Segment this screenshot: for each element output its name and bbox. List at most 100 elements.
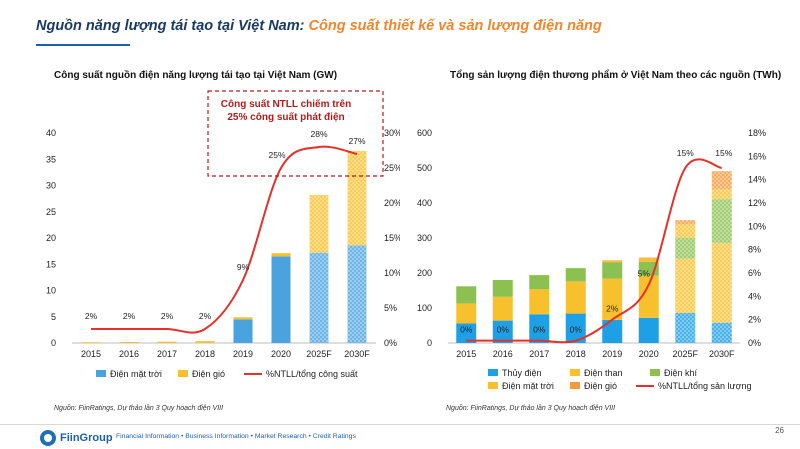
bar-điện-khí [565, 268, 586, 282]
bar-điện-than [675, 258, 696, 313]
bar-điện-gió [233, 317, 253, 320]
bar-điện-khí [602, 262, 623, 279]
y-axis-tick-label: 40 [46, 128, 56, 138]
x-axis-tick-label: 2017 [529, 349, 549, 359]
bar-điện-gió [638, 257, 659, 259]
legend-label-coal: Điện than [584, 368, 623, 378]
bar-điện-khí [711, 199, 732, 243]
x-axis-tick-label: 2018 [195, 349, 215, 359]
legend-label-ratio: %NTLL/tổng sản lượng [658, 381, 751, 391]
bar-thủy-điện [675, 312, 696, 343]
annotation-text: Công suất NTLL chiếm trên 25% công suất p… [221, 98, 351, 123]
bar-điện-gió [195, 341, 215, 343]
bar-thủy-điện [602, 319, 623, 343]
ratio-data-label: 0% [533, 325, 546, 335]
y-axis-tick-label: 25 [46, 207, 56, 217]
y-axis-tick-label: 0 [427, 338, 432, 348]
logo-text: FiinGroup [60, 432, 113, 444]
bar-điện-than [529, 289, 550, 315]
y2-axis-tick-label: 16% [748, 151, 766, 161]
bar-điện-gió [157, 341, 177, 343]
bar-điện-gió [119, 341, 139, 343]
right-source-note: Nguồn: FiinRatings, Dự thảo lần 3 Quy ho… [446, 405, 616, 412]
ratio-data-label: 2% [85, 311, 98, 321]
bar-điện-khí [529, 275, 550, 290]
legend-swatch-solar [488, 382, 498, 389]
y2-axis-tick-label: 2% [748, 315, 761, 325]
bar-điện-gió [347, 150, 367, 246]
y2-axis-tick-label: 6% [748, 268, 761, 278]
y2-axis-tick-label: 25% [384, 163, 400, 173]
bar-điện-than [492, 296, 513, 321]
y-axis-tick-label: 20 [46, 233, 56, 243]
y-axis-tick-label: 400 [417, 198, 432, 208]
bar-điện-than [711, 242, 732, 323]
legend-label-ratio: %NTLL/tổng công suất [266, 369, 358, 379]
bar-điện-khí [492, 280, 513, 297]
x-axis-tick-label: 2025F [306, 349, 332, 359]
legend-swatch-gas [650, 369, 660, 376]
legend-swatch-solar [96, 370, 106, 377]
y-axis-tick-label: 35 [46, 154, 56, 164]
x-axis-tick-label: 2019 [602, 349, 622, 359]
ratio-data-label: 0% [570, 325, 583, 335]
bar-điện-mặt-trời [309, 252, 329, 343]
ratio-data-label: 0% [497, 325, 510, 335]
x-axis-tick-label: 2020 [639, 349, 659, 359]
bar-điện-khí [675, 237, 696, 259]
x-axis-tick-label: 2015 [81, 349, 101, 359]
bar-điện-mặt-trời [233, 319, 253, 343]
bar-điện-mặt-trời [271, 256, 291, 343]
bar-điện-than [638, 275, 659, 318]
ratio-data-label: 15% [715, 148, 732, 158]
bar-điện-gió [711, 171, 732, 190]
y2-axis-tick-label: 5% [384, 303, 397, 313]
bar-điện-gió [81, 342, 101, 343]
ratio-data-label: 9% [237, 262, 250, 272]
bar-thủy-điện [492, 320, 513, 343]
ratio-data-label: 2% [123, 311, 136, 321]
slide-title: Nguồn năng lượng tái tạo tại Việt Nam: C… [36, 18, 602, 34]
x-axis-tick-label: 2030F [344, 349, 370, 359]
bar-điện-mặt-trời [347, 245, 367, 343]
bar-điện-gió [309, 194, 329, 253]
y-axis-tick-label: 0 [51, 338, 56, 348]
y-axis-tick-label: 15 [46, 259, 56, 269]
legend-label-wind: Điện gió [584, 381, 617, 391]
footer-divider [0, 424, 800, 425]
page-number: 26 [775, 426, 784, 435]
legend-label-solar: Điện mặt trời [502, 381, 554, 391]
legend-label-hydro: Thủy điện [502, 368, 542, 378]
ratio-data-label: 2% [161, 311, 174, 321]
y-axis-tick-label: 600 [417, 128, 432, 138]
footer-tagline: Financial Information • Business Informa… [116, 433, 356, 440]
x-axis-tick-label: 2015 [456, 349, 476, 359]
legend-swatch-coal [570, 369, 580, 376]
fiingroup-logo: FiinGroup [40, 430, 113, 446]
legend-label-gas: Điện khí [664, 368, 698, 378]
slide-title-main: Nguồn năng lượng tái tạo tại Việt Nam: [36, 18, 305, 34]
generation-chart: 0 100 200 300 400 500 600 0% 2% 4% 6% 8% 10% 12% 14% 16… [417, 128, 766, 391]
y-axis-tick-label: 200 [417, 268, 432, 278]
y2-axis-tick-label: 0% [748, 338, 761, 348]
legend-label-solar: Điện mặt trời [110, 369, 162, 379]
bar-điện-mặt-trời [675, 224, 696, 238]
capacity-chart: 0 5 10 15 20 25 30 35 40 0% 5% 10% 15% 20% 25% 30% 2015 2… [46, 90, 400, 379]
y-axis-tick-label: 30 [46, 181, 56, 191]
bar-thủy-điện [711, 322, 732, 343]
y-axis-tick-label: 10 [46, 286, 56, 296]
bar-điện-than [456, 303, 477, 324]
ratio-data-label: 27% [348, 136, 365, 146]
legend-label-wind: Điện gió [192, 369, 225, 379]
bar-thủy-điện [529, 314, 550, 343]
legend-swatch-wind [178, 370, 188, 377]
ratio-data-label: 25% [268, 150, 285, 160]
ratio-data-label: 15% [677, 148, 694, 158]
y2-axis-tick-label: 4% [748, 291, 761, 301]
ratio-data-label: 5% [638, 269, 651, 279]
y2-axis-tick-label: 12% [748, 198, 766, 208]
bar-thủy-điện [565, 313, 586, 343]
legend-swatch-wind [570, 382, 580, 389]
x-axis-tick-label: 2016 [493, 349, 513, 359]
